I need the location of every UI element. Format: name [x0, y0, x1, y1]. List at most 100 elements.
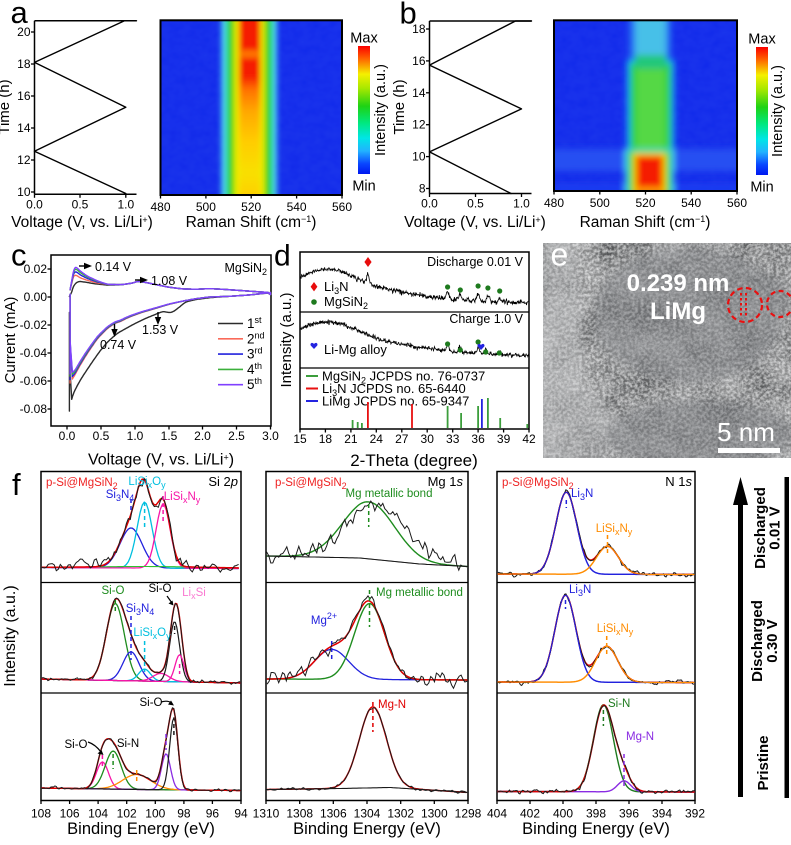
svg-text:f: f: [12, 467, 21, 502]
svg-text:Voltage (V, vs. Li/Li+): Voltage (V, vs. Li/Li+): [11, 214, 153, 231]
svg-text:Binding Energy (eV): Binding Energy (eV): [293, 820, 441, 838]
svg-text:Discharged: Discharged: [749, 600, 766, 682]
svg-text:14: 14: [412, 86, 426, 100]
svg-text:42: 42: [522, 432, 536, 446]
svg-text:2.0: 2.0: [194, 429, 211, 443]
svg-text:-0.08: -0.08: [20, 402, 48, 416]
svg-text:1298: 1298: [455, 807, 482, 821]
svg-text:Raman Shift (cm−1): Raman Shift (cm−1): [186, 214, 317, 231]
svg-text:1.08 V: 1.08 V: [151, 274, 188, 288]
svg-text:1.53 V: 1.53 V: [142, 323, 179, 337]
svg-text:p-Si@MgSiN2: p-Si@MgSiN2: [46, 477, 118, 491]
svg-text:404: 404: [487, 807, 507, 821]
svg-text:Raman Shift (cm−1): Raman Shift (cm−1): [580, 214, 711, 231]
svg-text:-0.02: -0.02: [20, 318, 48, 332]
svg-text:14: 14: [17, 121, 31, 135]
svg-text:520: 520: [635, 196, 655, 210]
svg-text:Li-Mg alloy: Li-Mg alloy: [324, 342, 387, 357]
svg-text:LiSixNy: LiSixNy: [597, 623, 634, 637]
svg-text:-0.06: -0.06: [20, 374, 48, 388]
svg-text:24: 24: [370, 432, 384, 446]
svg-text:N 1s: N 1s: [665, 474, 692, 489]
svg-text:33: 33: [446, 432, 460, 446]
svg-text:Min: Min: [352, 179, 375, 195]
svg-text:102: 102: [117, 807, 137, 821]
svg-text:1302: 1302: [387, 807, 414, 821]
svg-text:16: 16: [17, 89, 31, 103]
svg-text:400: 400: [553, 807, 573, 821]
svg-text:0.30 V: 0.30 V: [764, 619, 781, 662]
svg-text:Si-N: Si-N: [117, 738, 139, 750]
svg-text:15: 15: [293, 432, 307, 446]
svg-text:Li3N: Li3N: [569, 584, 591, 598]
svg-text:560: 560: [727, 196, 747, 210]
svg-text:Discharged: Discharged: [752, 487, 769, 569]
svg-text:0.00: 0.00: [24, 290, 48, 304]
svg-text:p-Si@MgSiN2: p-Si@MgSiN2: [275, 477, 347, 491]
svg-text:1.0: 1.0: [117, 197, 134, 211]
svg-text:Mg-N: Mg-N: [626, 731, 654, 743]
svg-text:12: 12: [17, 153, 31, 167]
svg-text:21: 21: [344, 432, 358, 446]
svg-text:Time (h): Time (h): [0, 79, 13, 134]
svg-text:LiSixNy: LiSixNy: [164, 491, 201, 505]
svg-text:MgSiN2: MgSiN2: [324, 294, 368, 311]
svg-text:Mg 1s: Mg 1s: [428, 474, 464, 489]
svg-text:Si-N: Si-N: [608, 698, 630, 710]
svg-text:1300: 1300: [421, 807, 448, 821]
svg-text:Time (h): Time (h): [391, 79, 408, 134]
svg-text:100: 100: [145, 807, 165, 821]
svg-text:Current (mA): Current (mA): [2, 297, 19, 384]
svg-text:98: 98: [177, 807, 191, 821]
svg-text:Si-O: Si-O: [102, 585, 125, 597]
svg-text:b: b: [400, 0, 417, 30]
svg-text:LiMg JCPDS no. 65-9347: LiMg JCPDS no. 65-9347: [322, 394, 469, 409]
svg-text:18: 18: [319, 432, 333, 446]
svg-text:Pristine: Pristine: [755, 735, 772, 790]
svg-text:Binding Energy (eV): Binding Energy (eV): [522, 820, 670, 838]
svg-text:LiSixNy: LiSixNy: [596, 523, 633, 537]
svg-text:1.5: 1.5: [161, 429, 178, 443]
svg-text:96: 96: [206, 807, 220, 821]
svg-text:Max: Max: [350, 31, 378, 47]
svg-text:1.0: 1.0: [127, 429, 144, 443]
svg-text:LiSixOy: LiSixOy: [133, 627, 171, 641]
svg-text:560: 560: [332, 200, 352, 214]
svg-text:Intensity (a.u.): Intensity (a.u.): [2, 585, 19, 686]
svg-text:0.5: 0.5: [93, 429, 110, 443]
svg-text:1308: 1308: [286, 807, 313, 821]
svg-text:12: 12: [412, 118, 426, 132]
svg-text:Si-O: Si-O: [65, 739, 88, 751]
svg-text:3.0: 3.0: [262, 429, 279, 443]
svg-text:Max: Max: [748, 32, 776, 48]
svg-text:0.0: 0.0: [59, 429, 76, 443]
svg-text:39: 39: [497, 432, 511, 446]
svg-text:104: 104: [88, 807, 108, 821]
svg-text:Si-O: Si-O: [140, 697, 163, 709]
svg-text:Mg metallic bond: Mg metallic bond: [346, 488, 433, 500]
svg-text:540: 540: [681, 196, 701, 210]
svg-text:Binding Energy (eV): Binding Energy (eV): [67, 820, 215, 838]
svg-text:2-Theta (degree): 2-Theta (degree): [350, 451, 478, 470]
svg-text:1.0: 1.0: [513, 197, 530, 211]
svg-text:Mg metallic bond: Mg metallic bond: [376, 587, 463, 599]
svg-text:520: 520: [241, 200, 261, 214]
svg-text:1310: 1310: [253, 807, 280, 821]
svg-text:d: d: [274, 240, 291, 273]
svg-text:20: 20: [17, 25, 31, 39]
svg-text:108: 108: [31, 807, 51, 821]
svg-text:Voltage (V, vs. Li/Li+): Voltage (V, vs. Li/Li+): [88, 452, 234, 469]
svg-text:394: 394: [652, 807, 672, 821]
svg-text:500: 500: [590, 196, 610, 210]
svg-text:Intensity (a.u.): Intensity (a.u.): [770, 65, 786, 157]
svg-text:Li3N: Li3N: [571, 488, 593, 502]
svg-text:27: 27: [395, 432, 409, 446]
svg-text:LixSi: LixSi: [182, 587, 206, 601]
svg-text:500: 500: [196, 200, 216, 214]
svg-text:LiMg: LiMg: [650, 298, 706, 325]
svg-text:0.5: 0.5: [467, 197, 484, 211]
svg-text:0.0: 0.0: [26, 197, 43, 211]
svg-text:Intensity (a.u.): Intensity (a.u.): [278, 292, 295, 387]
svg-text:Si3N4: Si3N4: [106, 489, 135, 503]
svg-text:0.0: 0.0: [421, 197, 438, 211]
